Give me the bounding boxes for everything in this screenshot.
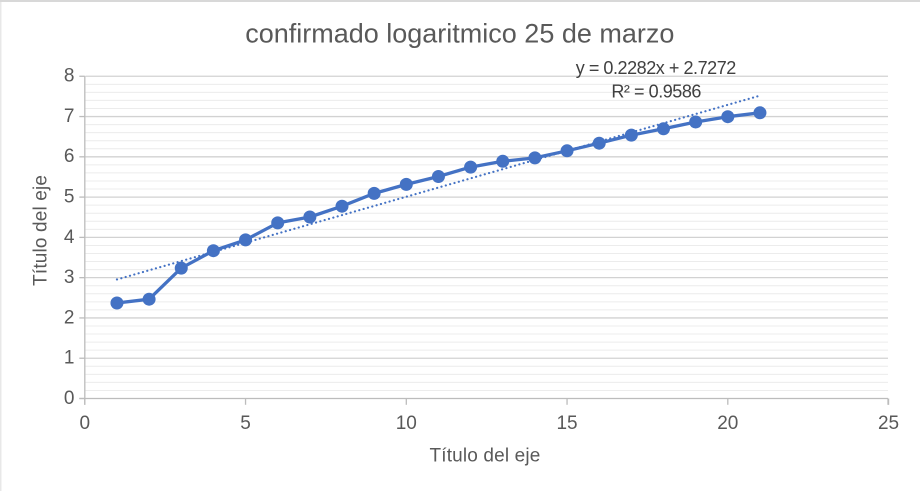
svg-text:confirmado logaritmico 25 de m: confirmado logaritmico 25 de marzo — [245, 19, 674, 49]
svg-text:15: 15 — [556, 413, 577, 434]
svg-text:5: 5 — [240, 413, 251, 434]
svg-text:3: 3 — [64, 267, 75, 288]
svg-text:8: 8 — [64, 66, 75, 87]
svg-text:0: 0 — [64, 388, 75, 409]
svg-text:6: 6 — [64, 146, 75, 167]
svg-text:2: 2 — [64, 307, 75, 328]
svg-text:20: 20 — [717, 413, 738, 434]
svg-text:4: 4 — [64, 227, 75, 248]
svg-text:5: 5 — [64, 187, 75, 208]
svg-text:1: 1 — [64, 348, 75, 369]
svg-text:25: 25 — [878, 413, 899, 434]
svg-text:R² = 0.9586: R² = 0.9586 — [611, 81, 701, 101]
svg-text:7: 7 — [64, 106, 75, 127]
svg-text:0: 0 — [80, 413, 91, 434]
svg-text:10: 10 — [396, 413, 417, 434]
svg-text:Título del eje: Título del eje — [31, 175, 52, 286]
svg-text:y = 0.2282x + 2.7272: y = 0.2282x + 2.7272 — [576, 58, 737, 78]
svg-text:Título del eje: Título del eje — [430, 445, 541, 466]
